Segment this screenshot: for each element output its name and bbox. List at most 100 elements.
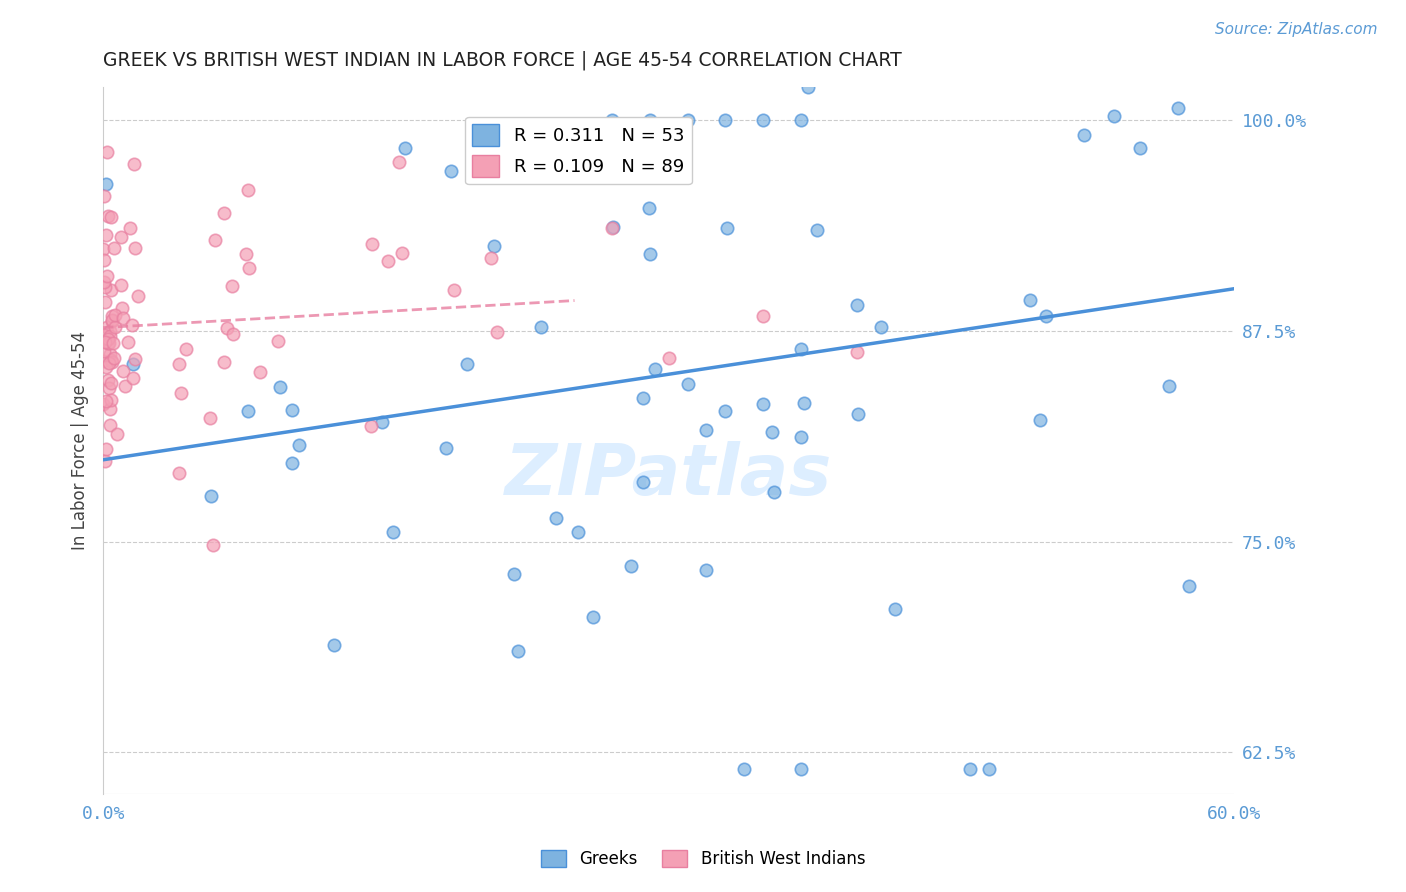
Point <box>217 321 239 335</box>
Point <box>100 355 122 369</box>
Point <box>763 484 786 499</box>
Point <box>440 164 463 178</box>
Point <box>97 356 120 370</box>
Point <box>530 319 553 334</box>
Point <box>103 241 125 255</box>
Point <box>371 415 394 429</box>
Point <box>394 141 416 155</box>
Point <box>1035 309 1057 323</box>
Point <box>98 418 121 433</box>
Point <box>979 762 1001 776</box>
Point <box>167 466 190 480</box>
Point <box>1129 141 1152 155</box>
Point <box>200 490 222 504</box>
Point <box>959 762 981 776</box>
Point <box>1029 412 1052 426</box>
Legend: R = 0.311   N = 53, R = 0.109   N = 89: R = 0.311 N = 53, R = 0.109 N = 89 <box>465 117 692 185</box>
Point <box>98 328 121 343</box>
Point <box>582 610 605 624</box>
Point <box>479 251 502 265</box>
Point <box>214 206 236 220</box>
Point <box>434 441 457 455</box>
Point <box>124 241 146 255</box>
Legend: Greeks, British West Indians: Greeks, British West Indians <box>534 843 872 875</box>
Point <box>752 113 775 128</box>
Point <box>793 396 815 410</box>
Point <box>456 357 478 371</box>
Point <box>94 334 117 349</box>
Point <box>1167 101 1189 115</box>
Point <box>93 275 115 289</box>
Point <box>658 351 681 366</box>
Point <box>100 376 122 390</box>
Point <box>695 423 717 437</box>
Point <box>288 438 311 452</box>
Point <box>94 177 117 191</box>
Point <box>96 227 118 242</box>
Text: ZIPatlas: ZIPatlas <box>505 442 832 510</box>
Point <box>716 221 738 235</box>
Point <box>638 246 661 260</box>
Point <box>97 373 120 387</box>
Point <box>202 538 225 552</box>
Point <box>502 566 524 581</box>
Point <box>238 261 260 276</box>
Point <box>167 357 190 371</box>
Point <box>486 326 509 340</box>
Point <box>174 343 197 357</box>
Point <box>118 220 141 235</box>
Point <box>91 397 114 411</box>
Point <box>97 336 120 351</box>
Point <box>752 309 775 323</box>
Point <box>676 377 699 392</box>
Point <box>790 430 813 444</box>
Point <box>96 268 118 283</box>
Point <box>377 254 399 268</box>
Point <box>733 762 755 776</box>
Point <box>544 511 567 525</box>
Point <box>96 320 118 334</box>
Point <box>221 278 243 293</box>
Point <box>101 313 124 327</box>
Point <box>235 247 257 261</box>
Point <box>204 233 226 247</box>
Point <box>101 314 124 328</box>
Point <box>870 320 893 334</box>
Point <box>110 278 132 293</box>
Point <box>482 239 505 253</box>
Point <box>121 357 143 371</box>
Point <box>267 334 290 349</box>
Point <box>170 386 193 401</box>
Point <box>101 310 124 324</box>
Point <box>110 301 132 315</box>
Point <box>846 344 869 359</box>
Point <box>124 352 146 367</box>
Point <box>388 155 411 169</box>
Point <box>790 113 813 128</box>
Point <box>97 335 120 350</box>
Point <box>676 113 699 128</box>
Point <box>1177 579 1199 593</box>
Point <box>98 402 121 417</box>
Point <box>93 253 115 268</box>
Point <box>221 327 243 342</box>
Point <box>93 454 115 468</box>
Point <box>114 379 136 393</box>
Point <box>93 344 115 359</box>
Point <box>382 525 405 540</box>
Point <box>96 394 118 409</box>
Point <box>695 563 717 577</box>
Point <box>236 404 259 418</box>
Point <box>97 332 120 346</box>
Point <box>281 402 304 417</box>
Point <box>1073 128 1095 143</box>
Point <box>360 237 382 252</box>
Point <box>714 113 737 128</box>
Point <box>1018 293 1040 307</box>
Point <box>103 320 125 334</box>
Point <box>631 391 654 405</box>
Point <box>94 360 117 375</box>
Point <box>124 156 146 170</box>
Point <box>269 380 291 394</box>
Point <box>101 336 124 351</box>
